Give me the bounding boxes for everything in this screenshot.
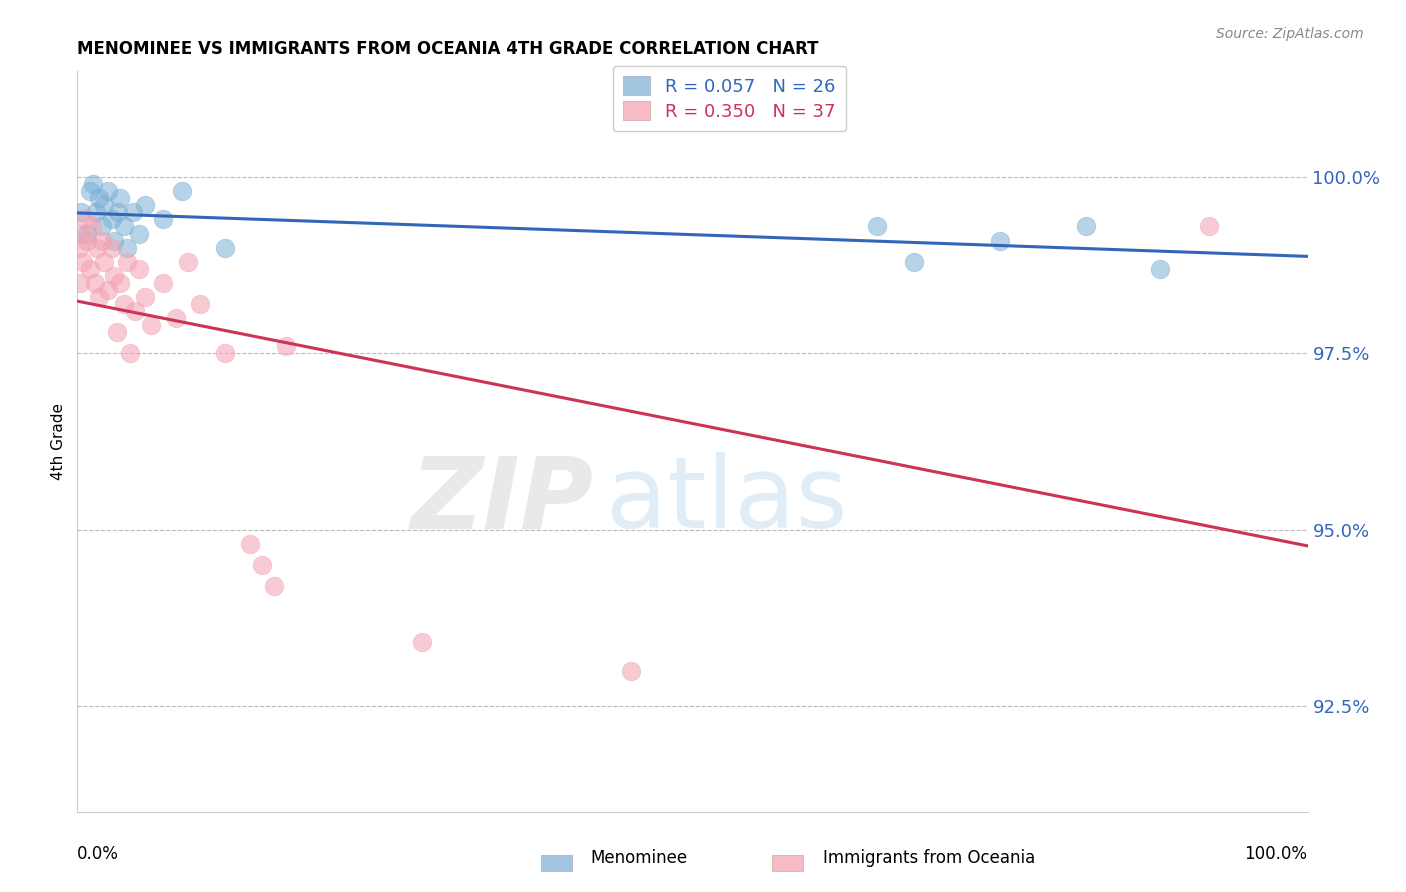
- Point: [82, 219, 104, 234]
- Point: [152, 212, 174, 227]
- Point: [112, 219, 135, 234]
- Point: [134, 290, 156, 304]
- Point: [90, 219, 114, 234]
- Point: [128, 261, 150, 276]
- Point: [89, 191, 111, 205]
- Point: [67, 241, 90, 255]
- Text: Source: ZipAtlas.com: Source: ZipAtlas.com: [1216, 27, 1364, 41]
- Point: [276, 339, 298, 353]
- Point: [165, 311, 187, 326]
- Point: [86, 241, 108, 255]
- Point: [866, 219, 889, 234]
- Point: [411, 635, 433, 649]
- Point: [128, 227, 150, 241]
- Point: [93, 198, 115, 212]
- Point: [101, 212, 124, 227]
- Point: [250, 558, 273, 572]
- Point: [105, 325, 128, 339]
- Point: [188, 297, 212, 311]
- Point: [112, 297, 135, 311]
- Text: Immigrants from Oceania: Immigrants from Oceania: [823, 849, 1035, 867]
- Point: [82, 177, 104, 191]
- Point: [101, 241, 124, 255]
- Point: [1076, 219, 1098, 234]
- Point: [79, 261, 101, 276]
- Point: [89, 290, 111, 304]
- Point: [70, 205, 93, 219]
- Point: [121, 205, 143, 219]
- Point: [263, 579, 285, 593]
- Point: [83, 276, 105, 290]
- Point: [69, 276, 91, 290]
- Point: [73, 212, 96, 227]
- Point: [177, 254, 200, 268]
- Point: [141, 318, 163, 333]
- Point: [120, 346, 142, 360]
- Point: [103, 234, 125, 248]
- Point: [115, 254, 138, 268]
- Point: [103, 268, 125, 283]
- Point: [72, 254, 94, 268]
- Point: [93, 254, 115, 268]
- Point: [79, 184, 101, 198]
- Y-axis label: 4th Grade: 4th Grade: [51, 403, 66, 480]
- Text: MENOMINEE VS IMMIGRANTS FROM OCEANIA 4TH GRADE CORRELATION CHART: MENOMINEE VS IMMIGRANTS FROM OCEANIA 4TH…: [77, 40, 818, 58]
- Point: [110, 276, 132, 290]
- Point: [107, 205, 129, 219]
- Text: 100.0%: 100.0%: [1244, 845, 1308, 863]
- Point: [239, 537, 262, 551]
- Point: [76, 234, 98, 248]
- Point: [214, 241, 236, 255]
- Point: [90, 234, 114, 248]
- Point: [115, 241, 138, 255]
- Point: [134, 198, 156, 212]
- Point: [152, 276, 174, 290]
- Point: [903, 254, 925, 268]
- Point: [1149, 261, 1171, 276]
- Text: Menominee: Menominee: [591, 849, 688, 867]
- Point: [1198, 219, 1220, 234]
- Point: [70, 227, 93, 241]
- Text: 0.0%: 0.0%: [77, 845, 120, 863]
- Point: [76, 227, 98, 241]
- Text: ZIP: ZIP: [411, 452, 595, 549]
- Legend: R = 0.057   N = 26, R = 0.350   N = 37: R = 0.057 N = 26, R = 0.350 N = 37: [613, 66, 846, 131]
- Point: [170, 184, 193, 198]
- Point: [97, 283, 120, 297]
- Point: [124, 304, 146, 318]
- Bar: [772, 855, 803, 871]
- Text: atlas: atlas: [606, 452, 848, 549]
- Point: [110, 191, 132, 205]
- Point: [988, 234, 1011, 248]
- Point: [620, 664, 643, 678]
- Point: [214, 346, 236, 360]
- Point: [97, 184, 120, 198]
- Point: [84, 205, 107, 219]
- Bar: [541, 855, 572, 871]
